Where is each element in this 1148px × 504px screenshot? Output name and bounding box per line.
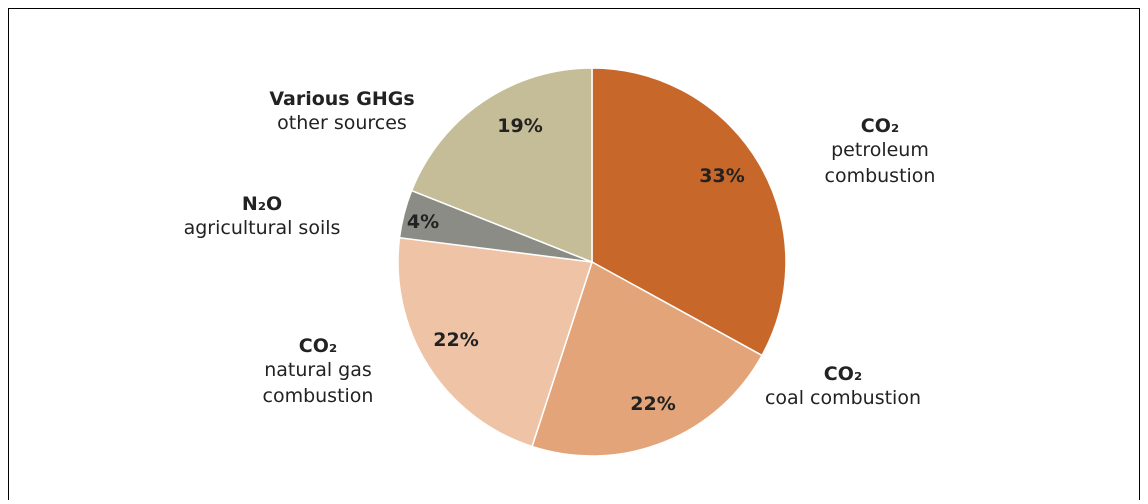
category-sublabel: natural gas bbox=[264, 359, 372, 381]
category-sublabel: combustion bbox=[263, 385, 374, 407]
value-label: 19% bbox=[497, 115, 542, 137]
category-label: Various GHGs bbox=[269, 88, 414, 110]
category-label: CO₂ bbox=[299, 335, 337, 357]
pie-slice bbox=[410, 67, 593, 264]
category-sublabel: other sources bbox=[277, 112, 407, 134]
value-label: 22% bbox=[630, 393, 675, 415]
category-sublabel: coal combustion bbox=[765, 387, 921, 409]
value-label: 33% bbox=[699, 165, 744, 187]
value-label: 22% bbox=[433, 329, 478, 351]
category-label: CO₂ bbox=[824, 363, 862, 385]
category-label: N₂O bbox=[242, 193, 282, 215]
frame bbox=[8, 8, 1140, 504]
category-sublabel: combustion bbox=[825, 165, 936, 187]
category-sublabel: agricultural soils bbox=[184, 217, 341, 239]
pie-slice bbox=[591, 67, 787, 357]
value-label: 4% bbox=[407, 211, 439, 233]
pie-slice bbox=[397, 236, 593, 448]
category-label: CO₂ bbox=[861, 115, 899, 137]
pie-slice bbox=[531, 260, 764, 457]
category-sublabel: petroleum bbox=[831, 139, 929, 161]
